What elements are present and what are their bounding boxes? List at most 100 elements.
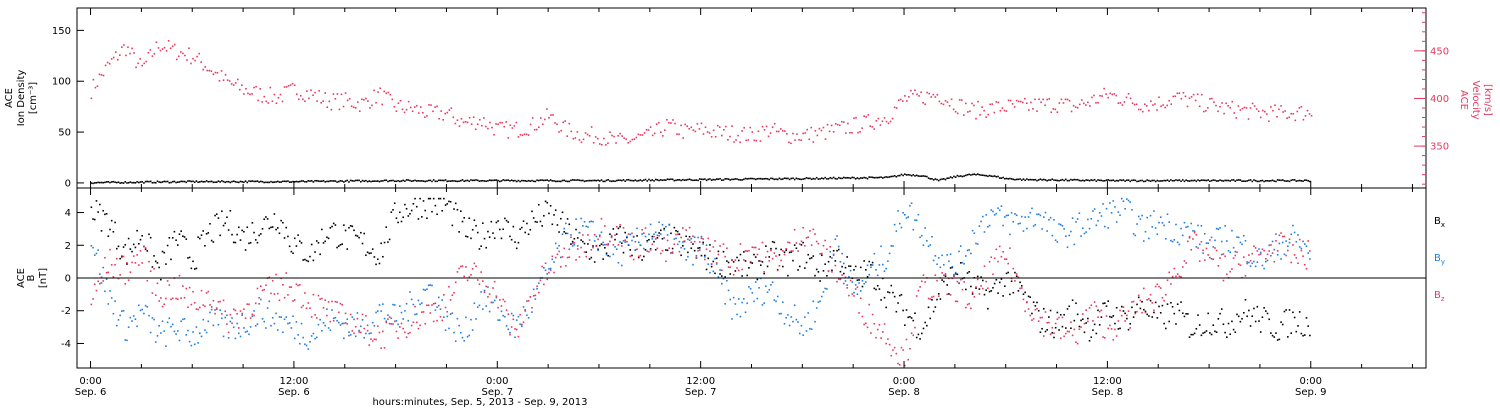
velocity-point [322, 100, 324, 103]
by-point [265, 327, 267, 329]
density-point [417, 179, 420, 182]
by-point [1149, 214, 1152, 217]
density-point [398, 180, 401, 183]
density-point [907, 173, 910, 176]
bx-point [170, 258, 172, 261]
velocity-point [442, 119, 444, 121]
velocity-point [999, 109, 1002, 112]
bx-point [321, 228, 323, 231]
bx-point [675, 229, 677, 232]
bz-point [1166, 279, 1169, 282]
density-point [185, 181, 188, 184]
by-point [144, 304, 147, 307]
bz-point [707, 237, 710, 240]
by-point [1283, 253, 1286, 256]
by-point [776, 295, 779, 298]
velocity-point [1082, 102, 1085, 105]
velocity-point [253, 86, 255, 89]
bz-point [414, 305, 416, 308]
by-point [283, 318, 286, 321]
x-time-label: 12:00 [686, 376, 715, 387]
bz-point [92, 298, 94, 300]
density-point [385, 179, 388, 182]
density-point [1058, 179, 1060, 182]
bx-point [546, 201, 549, 204]
density-point [609, 180, 611, 182]
density-point [793, 178, 796, 181]
velocity-point [1192, 93, 1195, 96]
bz-point [702, 238, 704, 240]
density-point [771, 177, 774, 180]
density-point [1114, 180, 1116, 182]
bz-point [1081, 313, 1084, 315]
bx-point [1170, 301, 1172, 304]
bz-point [265, 284, 267, 287]
bx-point [456, 208, 459, 211]
density-point [668, 178, 671, 181]
velocity-point [1099, 94, 1101, 97]
bx-point [322, 242, 325, 244]
bx-point [510, 238, 513, 241]
density-point [851, 176, 854, 179]
bx-point [685, 235, 688, 238]
density-point [1032, 179, 1035, 181]
by-point [814, 320, 816, 323]
density-point [1293, 179, 1296, 181]
density-point [207, 180, 210, 183]
bx-point [437, 197, 440, 200]
bx-point [171, 237, 174, 239]
bx-point [1237, 315, 1240, 318]
bz-point [532, 295, 535, 297]
bx-point [1088, 339, 1091, 342]
bx-point [827, 260, 830, 263]
by-point [1142, 240, 1145, 242]
bx-point [687, 251, 689, 254]
bz-point [283, 296, 286, 299]
velocity-point [682, 137, 684, 139]
bx-point [376, 258, 379, 261]
bx-point [315, 240, 318, 242]
velocity-point [184, 54, 186, 57]
density-point [227, 180, 230, 183]
velocity-point [794, 139, 796, 141]
by-point [160, 332, 162, 334]
density-point [1149, 180, 1152, 183]
velocity-point [153, 52, 156, 55]
bx-point [412, 202, 415, 205]
by-point [268, 300, 271, 303]
bx-point [395, 217, 398, 220]
velocity-point [1202, 110, 1205, 113]
bz-point [299, 283, 301, 286]
bx-point [1005, 272, 1008, 275]
velocity-point [950, 98, 953, 101]
by-point [836, 235, 838, 237]
bz-point [727, 266, 730, 268]
by-point [517, 315, 520, 318]
by-point [378, 304, 381, 306]
bx-point [1090, 336, 1093, 339]
bx-point [1075, 302, 1077, 305]
density-point [505, 179, 508, 182]
density-point [773, 178, 776, 181]
bx-point [192, 260, 194, 263]
bz-point [698, 241, 701, 243]
density-point [1154, 180, 1157, 183]
by-point [476, 306, 479, 308]
density-point [192, 180, 194, 183]
bz-point [349, 313, 352, 316]
by-point [646, 240, 649, 243]
velocity-point [725, 125, 727, 128]
bz-point [963, 281, 965, 283]
by-point [682, 241, 684, 243]
density-point [326, 180, 328, 183]
bz-point [1165, 293, 1167, 296]
bz-point [256, 287, 259, 290]
bz-point [495, 295, 498, 297]
density-point [1170, 179, 1172, 181]
velocity-point [348, 97, 351, 100]
by-point [158, 325, 160, 327]
bx-point [1276, 339, 1279, 341]
density-point [1081, 179, 1084, 182]
bx-point [1292, 311, 1294, 314]
velocity-point [405, 108, 408, 111]
